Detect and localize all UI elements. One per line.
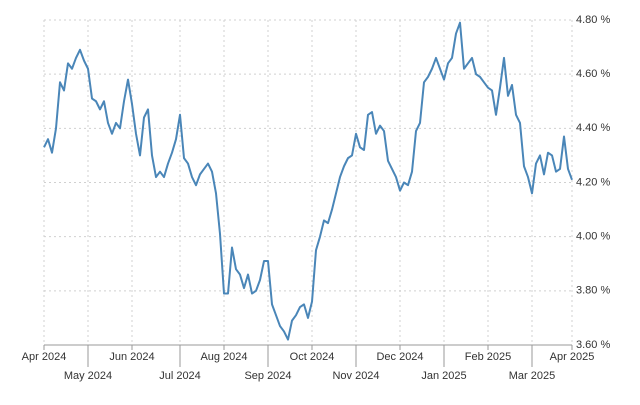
x-tick-label: May 2024 xyxy=(64,370,112,382)
y-tick-label: 3.80 % xyxy=(576,285,610,297)
y-tick-label: 4.60 % xyxy=(576,68,610,80)
x-tick-label: Apr 2025 xyxy=(550,351,595,363)
x-tick-label: Jan 2025 xyxy=(421,370,466,382)
x-tick-label: Jul 2024 xyxy=(159,370,201,382)
x-tick-label: Apr 2024 xyxy=(22,351,67,363)
y-tick-label: 4.80 % xyxy=(576,14,610,26)
x-tick-label: Oct 2024 xyxy=(290,351,335,363)
data-line xyxy=(43,21,573,341)
x-tick-label: Feb 2025 xyxy=(465,351,511,363)
x-tick-label: Mar 2025 xyxy=(509,370,555,382)
y-tick-label: 4.00 % xyxy=(576,231,610,243)
x-tick-label: Jun 2024 xyxy=(109,351,154,363)
y-tick-label: 4.40 % xyxy=(576,122,610,134)
x-tick-label: Nov 2024 xyxy=(332,370,379,382)
y-tick-label: 4.20 % xyxy=(576,176,610,188)
x-tick-label: Aug 2024 xyxy=(200,351,247,363)
x-tick-label: Sep 2024 xyxy=(244,370,291,382)
x-tick-label: Dec 2024 xyxy=(376,351,423,363)
y-tick-label: 3.60 % xyxy=(576,339,610,351)
